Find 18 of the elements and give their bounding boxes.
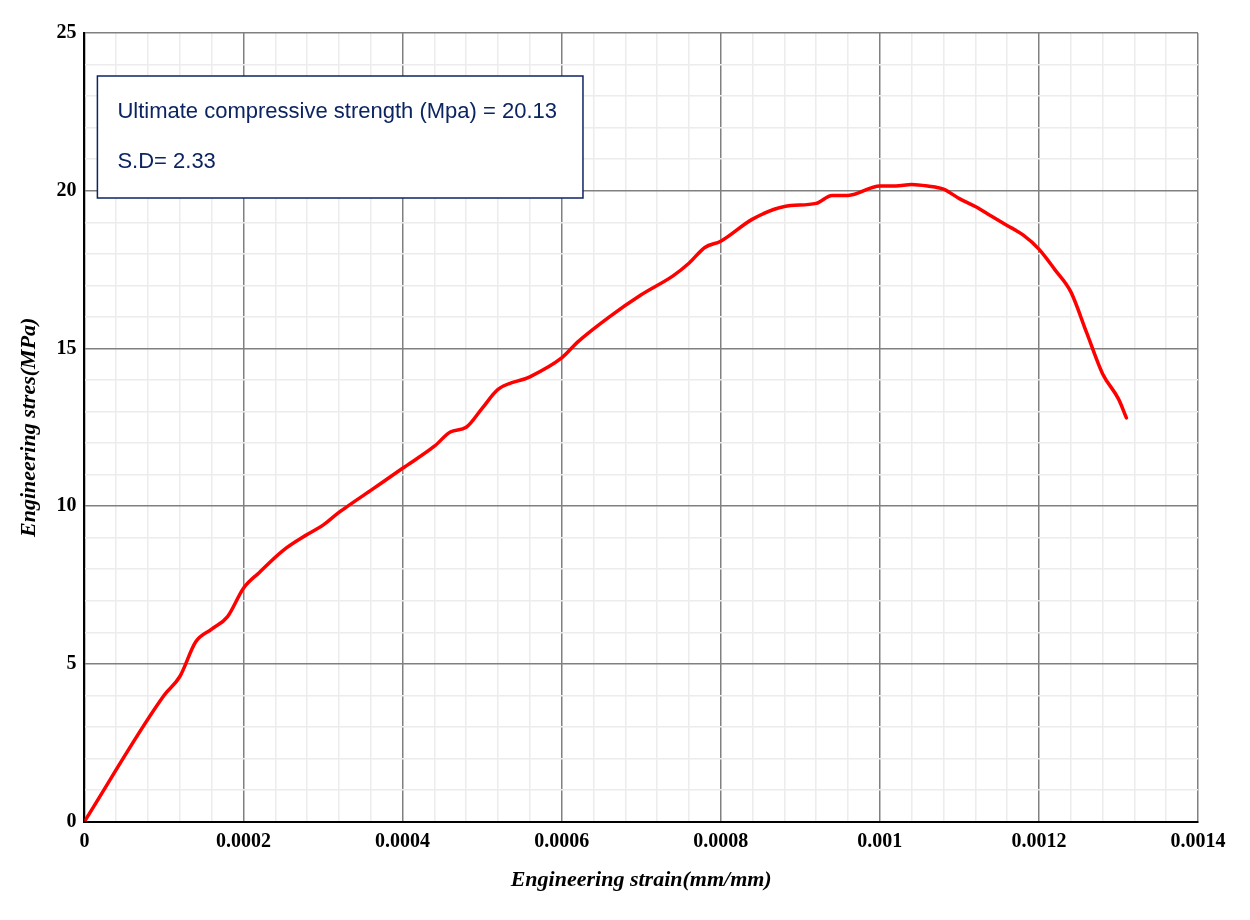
annotation: Ultimate compressive strength (Mpa) = 20.13 — [117, 98, 557, 124]
y-tick-label: 15 — [56, 335, 77, 358]
y-tick-label: 20 — [56, 177, 77, 200]
x-tick-label: 0.0012 — [1011, 828, 1067, 851]
annotation: S.D= 2.33 — [117, 148, 216, 174]
line-series — [84, 182, 1129, 822]
x-tick-label: 0.0006 — [534, 828, 590, 851]
x-tick-label: 0.0002 — [215, 828, 271, 851]
x-tick-label: 0.0008 — [693, 828, 749, 851]
y-axis-title: Engineering stres(MPa) — [14, 317, 40, 539]
x-tick-label: 0.0014 — [1170, 828, 1226, 851]
y-tick-label: 25 — [56, 20, 77, 43]
y-tick-label: 10 — [56, 493, 77, 516]
x-axis-title: Engineering strain(mm/mm) — [509, 866, 772, 892]
x-tick-label: 0.0004 — [375, 828, 431, 851]
y-tick-label: 0 — [66, 808, 77, 831]
y-tick-label: 5 — [66, 651, 77, 674]
x-tick-label: 0.001 — [857, 828, 903, 851]
